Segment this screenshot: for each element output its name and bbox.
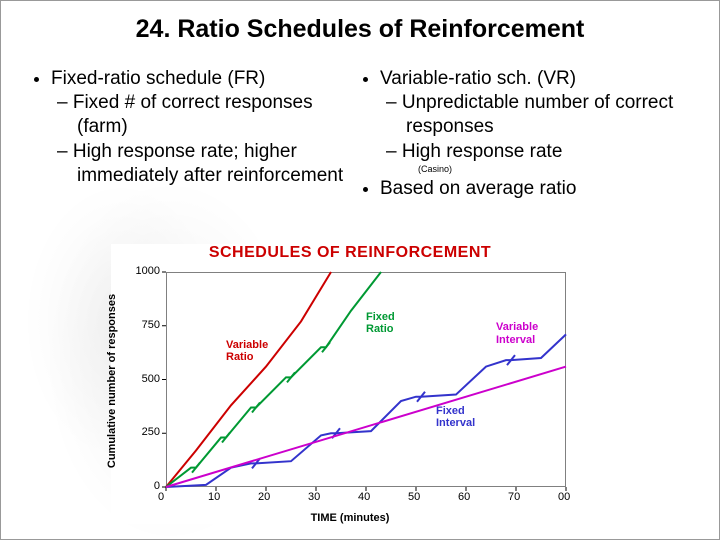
xtick-label: 60 (458, 491, 470, 503)
right-column: Variable-ratio sch. (VR) Unpredictable n… (362, 67, 695, 203)
xtick-label: 00 (558, 491, 570, 503)
ytick-label: 1000 (136, 265, 160, 277)
subbullet-vr-2: High response rate (406, 140, 695, 164)
slide-title: 24. Ratio Schedules of Reinforcement (1, 15, 719, 44)
x-axis-label: TIME (minutes) (111, 512, 589, 524)
subbullet-fr-1: Fixed # of correct responses (farm) (77, 91, 362, 139)
bullet-avg-ratio: Based on average ratio (380, 177, 695, 201)
ytick-label: 0 (154, 480, 160, 492)
casino-note: (Casino) (418, 164, 695, 175)
y-axis-label: Cumulative number of responses (105, 276, 119, 486)
subbullet-vr-1: Unpredictable number of correct response… (406, 91, 695, 139)
series-label-fixed_ratio: FixedRatio (366, 311, 395, 335)
content-columns: Fixed-ratio schedule (FR) Fixed # of cor… (29, 67, 695, 203)
xtick-label: 70 (508, 491, 520, 503)
series-label-variable_interval: VariableInterval (496, 321, 538, 345)
bullet-vr-text: Variable-ratio sch. (VR) (380, 68, 576, 89)
series-variable_interval (166, 367, 566, 487)
chart-title: SCHEDULES OF REINFORCEMENT (111, 244, 589, 262)
bullet-vr: Variable-ratio sch. (VR) Unpredictable n… (380, 67, 695, 164)
ytick-label: 250 (142, 426, 160, 438)
ytick-label: 750 (142, 319, 160, 331)
slide: 24. Ratio Schedules of Reinforcement Fix… (0, 0, 720, 540)
xtick-label: 40 (358, 491, 370, 503)
plot-area (166, 272, 566, 487)
bullet-fr-text: Fixed-ratio schedule (FR) (51, 68, 265, 89)
plot-svg (166, 272, 566, 487)
ytick-label: 500 (142, 373, 160, 385)
series-label-fixed_interval: FixedInterval (436, 405, 475, 429)
xtick-label: 0 (158, 491, 164, 503)
xtick-label: 20 (258, 491, 270, 503)
bullet-fr: Fixed-ratio schedule (FR) Fixed # of cor… (51, 67, 362, 188)
xtick-label: 30 (308, 491, 320, 503)
xtick-label: 10 (208, 491, 220, 503)
left-column: Fixed-ratio schedule (FR) Fixed # of cor… (29, 67, 362, 203)
series-variable_ratio (166, 272, 331, 487)
xtick-label: 50 (408, 491, 420, 503)
series-label-variable_ratio: VariableRatio (226, 339, 268, 363)
chart: SCHEDULES OF REINFORCEMENT Cumulative nu… (111, 244, 589, 524)
subbullet-fr-2: High response rate; higher immediately a… (77, 140, 362, 188)
